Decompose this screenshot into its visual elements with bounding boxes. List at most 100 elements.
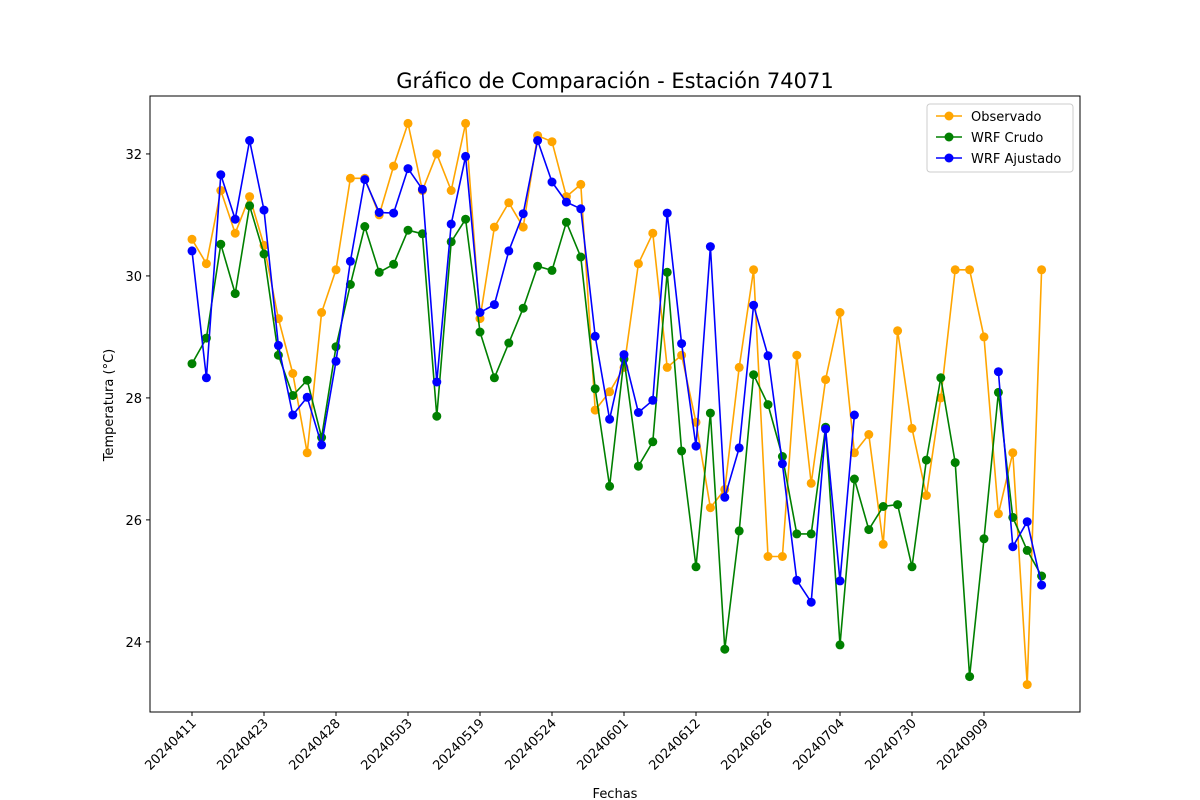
data-point — [216, 186, 226, 195]
data-point — [446, 186, 456, 195]
data-point — [317, 308, 327, 317]
data-point — [806, 597, 816, 607]
data-point — [821, 424, 831, 434]
data-point — [950, 265, 960, 275]
data-point — [259, 249, 269, 259]
data-point — [446, 219, 456, 229]
data-point — [273, 340, 283, 350]
data-point — [331, 265, 341, 275]
data-point — [561, 217, 571, 227]
legend-entry: Observado — [971, 110, 1042, 125]
legend-swatch-marker — [944, 132, 954, 142]
legend-entry: WRF Ajustado — [971, 152, 1061, 167]
data-point — [921, 491, 931, 500]
data-point — [518, 303, 528, 313]
data-point — [547, 265, 557, 275]
data-point — [518, 222, 528, 232]
data-point — [403, 225, 413, 235]
data-point — [835, 308, 845, 317]
data-point — [187, 234, 197, 244]
series-line — [997, 371, 1043, 586]
data-point — [504, 198, 514, 208]
data-point — [1022, 680, 1032, 690]
data-point — [245, 201, 255, 211]
data-point — [965, 265, 975, 275]
data-point — [230, 289, 240, 299]
data-point — [734, 362, 744, 372]
data-point — [504, 338, 514, 348]
data-point — [950, 458, 960, 468]
data-point — [605, 414, 615, 424]
data-point — [432, 149, 442, 159]
data-point — [432, 411, 442, 421]
data-point — [878, 539, 888, 549]
data-point — [993, 387, 1003, 397]
data-point — [331, 356, 341, 366]
data-point — [965, 672, 975, 682]
data-point — [907, 562, 917, 572]
data-point — [518, 209, 528, 219]
y-tick-label: 28 — [125, 392, 142, 407]
data-point — [777, 452, 787, 461]
data-point — [533, 261, 543, 271]
data-point — [230, 228, 240, 238]
chart-title: Gráfico de Comparación - Estación 74071 — [396, 69, 833, 93]
data-point — [201, 373, 211, 383]
data-point — [302, 392, 312, 402]
data-point — [720, 492, 730, 502]
data-point — [216, 239, 226, 249]
data-point — [417, 184, 427, 194]
y-tick-label: 24 — [125, 636, 142, 651]
data-point — [590, 384, 600, 394]
data-point — [576, 204, 586, 214]
data-point — [403, 118, 413, 128]
data-point — [446, 237, 456, 247]
data-point — [662, 208, 672, 218]
data-point — [662, 362, 672, 372]
series-line — [191, 122, 1043, 686]
data-point — [792, 529, 802, 539]
data-point — [1022, 517, 1032, 527]
data-point — [302, 448, 312, 458]
data-point — [849, 474, 859, 484]
data-point — [835, 640, 845, 650]
data-point — [806, 529, 816, 539]
data-point — [763, 552, 773, 561]
data-point — [806, 478, 816, 488]
data-point — [533, 136, 543, 145]
data-point — [691, 441, 701, 451]
data-point — [245, 136, 255, 145]
data-point — [763, 400, 773, 410]
data-point — [230, 214, 240, 224]
data-point — [691, 562, 701, 572]
data-point — [749, 265, 759, 275]
data-point — [821, 375, 831, 385]
data-point — [1008, 542, 1018, 552]
data-point — [849, 410, 859, 420]
data-point — [187, 359, 197, 369]
data-point — [893, 326, 903, 336]
data-point — [561, 197, 571, 207]
data-point — [677, 350, 687, 360]
data-point — [1037, 580, 1047, 590]
data-point — [921, 455, 931, 465]
data-point — [792, 575, 802, 585]
data-point — [389, 208, 399, 218]
data-point — [705, 242, 715, 252]
data-point — [201, 259, 211, 269]
data-point — [461, 151, 471, 161]
y-axis-label: Temperatura (°C) — [102, 349, 117, 462]
data-point — [288, 410, 298, 420]
data-point — [461, 214, 471, 224]
series-2 — [187, 136, 1047, 607]
data-point — [374, 208, 384, 217]
data-point — [288, 391, 298, 400]
data-point — [705, 408, 715, 418]
legend-swatch-marker — [944, 111, 954, 121]
y-tick-label: 26 — [125, 514, 142, 529]
data-point — [648, 228, 658, 238]
data-point — [389, 161, 399, 171]
data-point — [979, 534, 989, 544]
data-point — [1008, 448, 1018, 458]
